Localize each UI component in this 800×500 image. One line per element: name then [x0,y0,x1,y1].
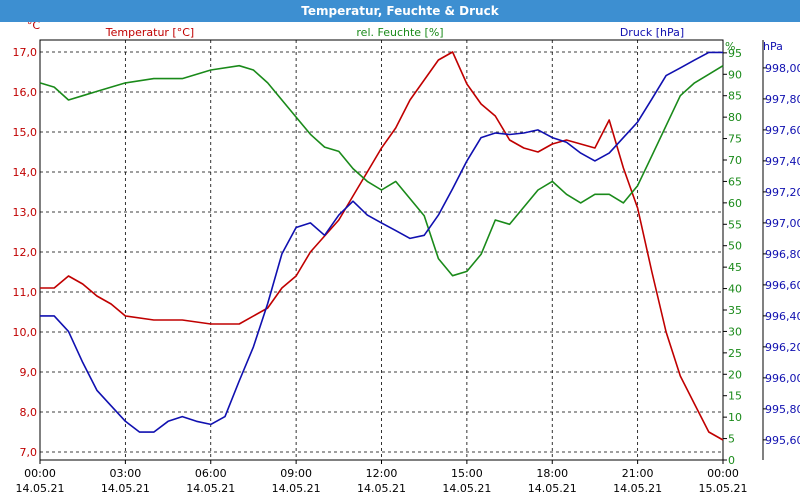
humidity-tick-label: 85 [728,90,742,103]
temperature-tick-label: 16,0 [13,86,38,99]
pressure-tick-label: 997,80 [765,93,800,106]
humidity-unit-label: % [725,40,735,53]
humidity-tick-label: 10 [728,411,742,424]
humidity-tick-label: 0 [728,454,735,467]
x-tick-date: 14.05.21 [272,482,321,495]
temperature-tick-label: 10,0 [13,326,38,339]
temperature-series-line [40,51,724,441]
x-tick-date: 14.05.21 [357,482,406,495]
pressure-tick-label: 995,60 [765,434,800,447]
humidity-tick-label: 40 [728,283,742,296]
temperature-tick-label: 13,0 [13,206,38,219]
pressure-tick-label: 998,00 [765,62,800,75]
x-tick-date: 14.05.21 [442,482,491,495]
pressure-tick-label: 995,80 [765,403,800,416]
pressure-tick-label: 997,40 [765,155,800,168]
pressure-axis-title: Druck [hPa] [620,26,684,39]
pressure-tick-label: 996,40 [765,310,800,323]
x-tick-date: 14.05.21 [101,482,150,495]
x-tick-time: 06:00 [195,467,227,480]
humidity-tick-label: 60 [728,197,742,210]
temperature-tick-label: 11,0 [13,286,38,299]
x-tick-date: 14.05.21 [16,482,65,495]
x-tick-time: 21:00 [622,467,654,480]
humidity-tick-label: 35 [728,304,742,317]
x-tick-time: 00:00 [707,467,739,480]
pressure-unit-label: hPa [763,40,783,53]
x-tick-time: 12:00 [366,467,398,480]
humidity-tick-label: 95 [728,47,742,60]
pressure-tick-label: 996,60 [765,279,800,292]
pressure-tick-label: 997,00 [765,217,800,230]
pressure-tick-label: 996,00 [765,372,800,385]
x-tick-time: 18:00 [536,467,568,480]
humidity-tick-label: 50 [728,240,742,253]
humidity-axis-title: rel. Feuchte [%] [356,26,443,39]
pressure-series-line [40,51,723,433]
x-tick-date: 14.05.21 [186,482,235,495]
temperature-tick-label: 12,0 [13,246,38,259]
x-tick-date: 14.05.21 [528,482,577,495]
humidity-tick-label: 20 [728,368,742,381]
x-tick-time: 00:00 [24,467,56,480]
humidity-tick-label: 80 [728,111,742,124]
humidity-tick-label: 65 [728,175,742,188]
temperature-axis-title: Temperatur [°C] [105,26,194,39]
humidity-tick-label: 25 [728,347,742,360]
humidity-tick-label: 30 [728,325,742,338]
x-tick-time: 03:00 [110,467,142,480]
temperature-unit-label: °C [27,22,41,32]
pressure-tick-label: 996,20 [765,341,800,354]
humidity-tick-label: 5 [728,433,735,446]
temperature-tick-label: 7,0 [20,446,38,459]
humidity-tick-label: 15 [728,390,742,403]
pressure-tick-label: 997,20 [765,186,800,199]
humidity-tick-label: 45 [728,261,742,274]
humidity-tick-label: 55 [728,218,742,231]
pressure-tick-label: 996,80 [765,248,800,261]
temperature-tick-label: 8,0 [20,406,38,419]
temperature-tick-label: 9,0 [20,366,38,379]
humidity-tick-label: 90 [728,68,742,81]
x-tick-date: 15.05.21 [699,482,748,495]
temperature-tick-label: 14,0 [13,166,38,179]
humidity-series-line [39,64,724,277]
chart-svg: 00:00 14.05.21 03:00 14.05.21 06:00 14.05.21 0… [13,22,800,495]
humidity-tick-label: 70 [728,154,742,167]
chart-title: Temperatur, Feuchte & Druck [0,0,800,22]
pressure-tick-label: 997,60 [765,124,800,137]
x-tick-date: 14.05.21 [613,482,662,495]
humidity-tick-label: 75 [728,133,742,146]
temperature-tick-label: 17,0 [13,46,38,59]
x-tick-time: 15:00 [451,467,483,480]
x-tick-time: 09:00 [280,467,312,480]
temperature-tick-label: 15,0 [13,126,38,139]
